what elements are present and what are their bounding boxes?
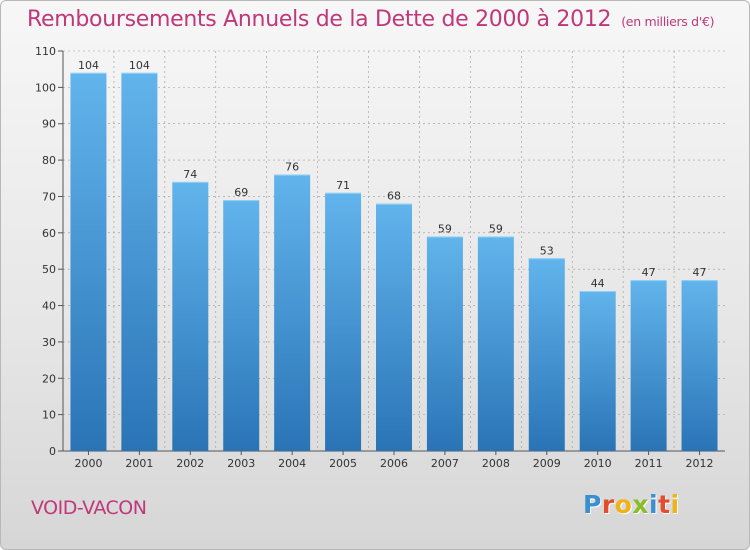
y-tick-label: 60 (42, 227, 56, 240)
y-tick-label: 0 (49, 445, 56, 458)
x-tick-label: 2012 (686, 457, 714, 470)
bar (681, 280, 718, 451)
bar (223, 200, 260, 451)
chart-title-text: Remboursements Annuels de la Dette de 20… (27, 7, 612, 32)
bar (325, 192, 362, 451)
x-tick-label: 2006 (380, 457, 408, 470)
data-label: 47 (642, 266, 656, 279)
logo-letter: r (601, 490, 615, 519)
y-tick-label: 100 (35, 81, 56, 94)
y-tick-label: 30 (42, 336, 56, 349)
data-label: 53 (540, 244, 554, 257)
proxiti-logo[interactable]: Proxiti (583, 490, 680, 519)
bar (121, 72, 158, 452)
y-tick-label: 80 (42, 154, 56, 167)
y-tick-label: 40 (42, 300, 56, 313)
bar (579, 291, 616, 451)
town-name: VOID-VACON (31, 497, 147, 519)
data-label: 68 (387, 190, 401, 203)
data-label: 71 (336, 179, 350, 192)
bar (376, 203, 412, 451)
x-tick-label: 2005 (329, 457, 357, 470)
data-label: 59 (489, 222, 503, 235)
y-tick-label: 70 (42, 190, 56, 203)
logo-letter: i (649, 490, 659, 519)
data-label: 44 (591, 277, 605, 290)
bar (172, 181, 209, 451)
y-tick-label: 20 (42, 372, 56, 385)
data-label: 104 (129, 59, 150, 72)
x-tick-label: 2000 (74, 457, 102, 470)
y-tick-label: 10 (42, 409, 56, 422)
x-tick-label: 2009 (533, 457, 561, 470)
bar (70, 72, 107, 452)
x-tick-label: 2002 (176, 457, 204, 470)
logo-letter: P (583, 490, 602, 519)
y-tick-label: 50 (42, 263, 56, 276)
data-label: 69 (234, 186, 248, 199)
data-label: 59 (438, 222, 452, 235)
data-label: 104 (78, 59, 99, 72)
logo-letter: o (614, 490, 633, 519)
x-tick-label: 2003 (227, 457, 255, 470)
data-label: 47 (693, 266, 707, 279)
y-tick-label: 90 (42, 118, 56, 131)
bar (426, 236, 463, 451)
logo-letter: x (632, 490, 649, 519)
labels: 0 10 20 30 40 50 60 70 80 90 100 110 104 2000 104 2001 7… (35, 45, 714, 470)
bar (477, 236, 514, 451)
logo-letter: i (670, 490, 680, 519)
data-label: 74 (183, 168, 197, 181)
chart-title: Remboursements Annuels de la Dette de 20… (27, 7, 714, 32)
chart-subtitle: (en milliers d'€) (621, 14, 715, 29)
bar (630, 280, 667, 451)
bar (274, 174, 311, 452)
bar (528, 258, 565, 451)
bars (70, 72, 718, 452)
x-tick-label: 2008 (482, 457, 510, 470)
x-tick-label: 2011 (635, 457, 663, 470)
x-tick-label: 2010 (584, 457, 612, 470)
x-tick-label: 2001 (125, 457, 153, 470)
y-tick-label: 110 (35, 45, 56, 58)
data-label: 76 (285, 161, 299, 174)
x-tick-label: 2004 (278, 457, 306, 470)
x-tick-label: 2007 (431, 457, 459, 470)
logo-letter: t (658, 490, 671, 519)
